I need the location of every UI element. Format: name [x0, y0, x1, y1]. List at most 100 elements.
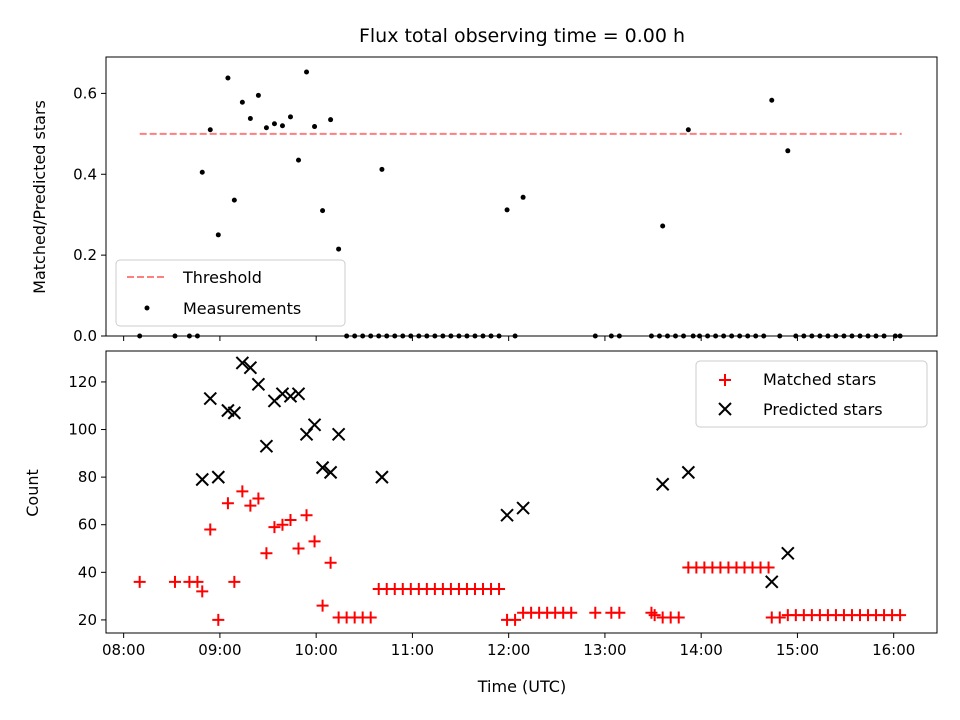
measurement-point: [263, 125, 269, 131]
measurement-point: [279, 123, 285, 129]
bottom-x-tick-label: 11:00: [391, 641, 434, 659]
matched-star-point: [648, 609, 661, 622]
predicted-star-point: [275, 387, 290, 401]
bottom-y-tick-label: 80: [78, 468, 97, 486]
predicted-star-point: [375, 470, 389, 484]
top-axes-frame: [105, 56, 938, 337]
predicted-star-point: [315, 460, 330, 475]
bottom-plot-marks: [133, 356, 907, 626]
measurement-point: [215, 232, 221, 238]
top-legend-box: [115, 259, 346, 327]
matched-star-point: [509, 613, 522, 626]
bottom-y-tick-label: 40: [78, 563, 97, 581]
top-y-axis-label: Matched/Predicted stars: [30, 100, 49, 294]
predicted-star-point: [307, 418, 322, 432]
x-axis-label: Time (UTC): [477, 677, 566, 696]
top-y-tick-label: 0.2: [73, 246, 97, 264]
bottom-x-tick-label: 13:00: [583, 641, 626, 659]
bottom-axes: 08:00 09:00 10:00 11:00 12:00 13:00 14:00 15:00…: [68, 373, 915, 659]
bottom-x-tick-label: 15:00: [776, 641, 819, 659]
measurement-point: [239, 99, 245, 105]
matched-star-point: [762, 561, 775, 574]
bottom-y-tick-label: 20: [78, 611, 97, 629]
bottom-y-axis-label: Count: [23, 469, 42, 517]
measurement-point: [785, 148, 791, 154]
bottom-x-tick-label: 09:00: [198, 641, 241, 659]
matched-star-point: [204, 523, 217, 536]
bottom-y-tick-label: 60: [78, 516, 97, 534]
measurement-point: [225, 75, 231, 81]
legend-measurements-swatch: [144, 305, 150, 311]
matched-star-point: [613, 606, 626, 619]
matched-star-point: [244, 499, 257, 512]
measurement-point: [247, 115, 253, 121]
predicted-star-point: [259, 439, 274, 453]
bottom-x-tick-label: 08:00: [102, 641, 145, 659]
top-axes: 0.0 0.2 0.4 0.6: [73, 84, 895, 345]
top-y-tick-label: 0.4: [73, 165, 97, 183]
matched-star-point: [268, 521, 281, 534]
matched-star-point: [212, 613, 225, 626]
bottom-x-tick-label: 10:00: [295, 641, 338, 659]
bottom-y-tick-label: 120: [68, 373, 97, 391]
matched-star-point: [324, 556, 337, 569]
measurement-point: [271, 121, 277, 127]
measurement-point: [320, 208, 326, 214]
measurement-point: [769, 97, 775, 103]
predicted-star-point: [323, 465, 338, 480]
bottom-legend-box: [695, 360, 928, 428]
matched-star-point: [284, 513, 297, 526]
predicted-star-point: [203, 391, 217, 406]
matched-star-point: [221, 497, 234, 510]
predicted-star-point: [781, 546, 795, 560]
bottom-axes-frame: [105, 350, 938, 634]
measurement-point: [336, 246, 342, 252]
predicted-star-point: [516, 501, 530, 515]
predicted-star-point: [211, 470, 226, 484]
top-panel: 0.0 0.2 0.4 0.6 Matched/Predicted stars Thr…: [30, 56, 938, 345]
measurement-point: [287, 114, 293, 120]
legend-matched-label: Matched stars: [763, 370, 876, 389]
measurement-point: [312, 124, 318, 130]
legend-predicted-swatch: [718, 402, 732, 416]
matched-star-point: [493, 582, 506, 595]
measurement-point: [504, 207, 510, 213]
predicted-star-point: [655, 477, 670, 491]
predicted-star-point: [251, 377, 266, 392]
matched-star-point: [300, 509, 313, 522]
matched-star-point: [894, 609, 907, 622]
matched-star-point: [589, 606, 602, 619]
measurement-point: [520, 194, 526, 200]
top-y-tick-label: 0.6: [73, 84, 97, 102]
measurement-point: [255, 92, 261, 98]
matched-star-point: [191, 575, 204, 588]
predicted-star-point: [283, 389, 298, 403]
matched-star-point: [252, 492, 265, 505]
predicted-star-point: [291, 387, 306, 401]
matched-star-point: [316, 599, 329, 612]
measurement-point: [328, 117, 334, 123]
measurement-point: [379, 166, 385, 172]
legend-matched-swatch: [719, 374, 731, 386]
legend-measurements-label: Measurements: [183, 299, 301, 318]
matched-star-point: [168, 575, 181, 588]
bottom-legend: Matched stars Predicted stars: [695, 360, 928, 428]
bottom-x-tick-label: 16:00: [872, 641, 915, 659]
bottom-x-tick-label: 14:00: [680, 641, 723, 659]
matched-star-point: [228, 575, 241, 588]
legend-threshold-label: Threshold: [182, 268, 262, 287]
matched-star-point: [292, 542, 305, 555]
predicted-star-point: [331, 427, 346, 441]
matched-star-point: [133, 575, 146, 588]
measurement-point: [660, 223, 666, 229]
matched-star-point: [236, 485, 249, 498]
matched-star-point: [364, 611, 377, 624]
predicted-star-point: [681, 465, 696, 480]
bottom-x-tick-label: 12:00: [487, 641, 530, 659]
matched-star-point: [276, 518, 289, 531]
matched-star-point: [565, 606, 578, 619]
predicted-star-point: [235, 356, 250, 370]
predicted-star-point: [765, 575, 779, 589]
measurement-point: [207, 127, 213, 133]
